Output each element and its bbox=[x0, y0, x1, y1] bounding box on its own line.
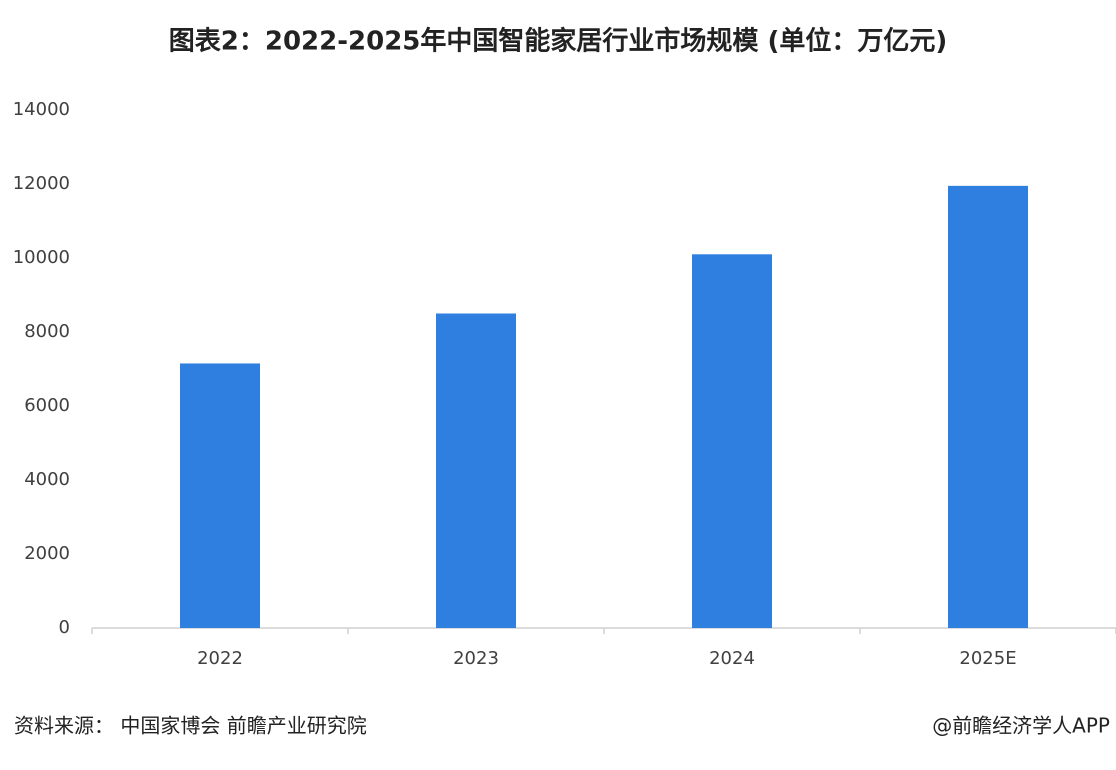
source: 资料来源： 中国家博会 前瞻产业研究院 bbox=[14, 714, 367, 738]
y-tick-label: 4000 bbox=[24, 469, 70, 490]
y-tick-label: 10000 bbox=[13, 247, 70, 268]
y-tick-label: 0 bbox=[59, 617, 70, 638]
y-tick-label: 8000 bbox=[24, 321, 70, 342]
x-tick-label: 2025E bbox=[959, 648, 1016, 669]
y-tick-label: 2000 bbox=[24, 543, 70, 564]
bar bbox=[692, 254, 772, 629]
bar bbox=[436, 313, 516, 628]
bar bbox=[948, 185, 1028, 628]
y-tick-label: 14000 bbox=[13, 99, 70, 120]
y-tick-label: 12000 bbox=[13, 173, 70, 194]
brand: @前瞻经济学人APP bbox=[932, 714, 1110, 738]
x-tick-label: 2022 bbox=[197, 648, 243, 669]
x-tick-label: 2023 bbox=[453, 648, 499, 669]
bar bbox=[180, 363, 260, 628]
y-tick-label: 6000 bbox=[24, 395, 70, 416]
x-tick-label: 2024 bbox=[709, 648, 755, 669]
chart-title: 图表2：2022-2025年中国智能家居行业市场规模 (单位：万亿元) bbox=[169, 26, 947, 57]
